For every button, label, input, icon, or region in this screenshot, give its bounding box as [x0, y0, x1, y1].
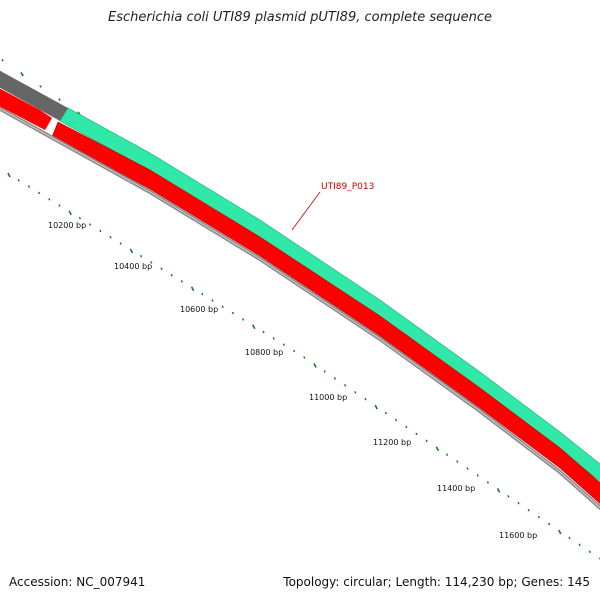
inner-tick [313, 363, 317, 368]
outer-tick [39, 85, 42, 88]
ruler-label: 10600 bp [180, 305, 218, 314]
inner-tick [476, 474, 479, 477]
inner-tick [405, 425, 408, 429]
inner-tick [99, 229, 102, 233]
inner-tick [231, 311, 235, 315]
inner-tick [425, 439, 428, 443]
inner-tick [343, 384, 347, 387]
feature-leader-line [291, 191, 321, 231]
inner-tick [558, 529, 562, 535]
gene-track-inner-prev[interactable] [0, 86, 52, 130]
inner-tick [282, 343, 286, 347]
inner-tick [27, 185, 31, 188]
ruler-labels: 10200 bp 10400 bp 10600 bp 10800 bp 11000 bp… [48, 221, 537, 540]
inner-tick [272, 337, 275, 340]
inner-tick [588, 550, 592, 554]
inner-tick [7, 172, 11, 178]
inner-tick [486, 481, 490, 484]
inner-tick [496, 488, 501, 493]
inner-tick [241, 318, 245, 321]
inner-tick [129, 248, 134, 254]
inner-tick [68, 210, 72, 216]
inner-tick [527, 508, 530, 512]
inner-tick [354, 390, 357, 394]
inner-tick [37, 191, 41, 195]
inner-tick [180, 280, 184, 283]
inner-tick [262, 330, 265, 334]
outer-tick [58, 98, 61, 101]
inner-tick [201, 292, 204, 296]
inner-tick [394, 418, 398, 422]
inner-tick [48, 197, 51, 201]
ruler-label: 11200 bp [373, 438, 411, 447]
inner-tick [190, 286, 195, 292]
ruler-label: 11600 bp [499, 531, 537, 540]
inner-tick [384, 411, 388, 415]
inner-tick [109, 235, 112, 239]
inner-tick [252, 324, 256, 330]
inner-tick [517, 501, 520, 505]
inner-tick [170, 273, 173, 277]
feature-label[interactable]: UTI89_P013 [321, 182, 374, 192]
ruler-label: 10200 bp [48, 221, 86, 230]
inner-tick [456, 460, 459, 463]
ruler-label: 11000 bp [309, 393, 347, 402]
inner-tick [323, 370, 326, 373]
inner-tick [119, 242, 122, 245]
inner-tick [211, 299, 214, 302]
sequence-backbone [0, 106, 600, 511]
inner-tick [445, 453, 449, 457]
inner-tick [58, 204, 61, 207]
outer-tick [20, 72, 24, 77]
gene-track-inner-main[interactable] [51, 121, 600, 508]
inner-tick [78, 216, 82, 220]
inner-tick [578, 543, 581, 547]
inner-tick [415, 432, 418, 436]
inner-tick [333, 377, 337, 380]
inner-tick [466, 467, 469, 470]
inner-tick [537, 515, 541, 519]
inner-tick [160, 267, 163, 271]
accession-text: Accession: NC_007941 [9, 575, 146, 589]
inner-tick [364, 397, 367, 401]
inner-tick [435, 446, 440, 452]
map-summary-text: Topology: circular; Length: 114,230 bp; … [283, 575, 590, 589]
ruler-label: 10400 bp [114, 262, 152, 271]
inner-tick [150, 261, 153, 264]
outer-tick [1, 58, 4, 62]
ruler-label: 10800 bp [245, 348, 283, 357]
inner-tick-marks [7, 172, 600, 561]
inner-tick [507, 494, 510, 498]
inner-tick [17, 178, 20, 182]
inner-tick [221, 305, 224, 309]
inner-tick [292, 349, 296, 353]
inner-tick [568, 536, 571, 540]
inner-tick [547, 522, 551, 526]
map-title: Escherichia coli UTI89 plasmid pUTI89, c… [108, 10, 492, 25]
gene-track-outer-prev[interactable] [0, 68, 68, 121]
inner-tick [139, 254, 143, 258]
inner-tick [303, 356, 306, 359]
inner-tick [88, 223, 92, 226]
inner-tick [374, 404, 378, 410]
ruler-label: 11400 bp [437, 484, 475, 493]
